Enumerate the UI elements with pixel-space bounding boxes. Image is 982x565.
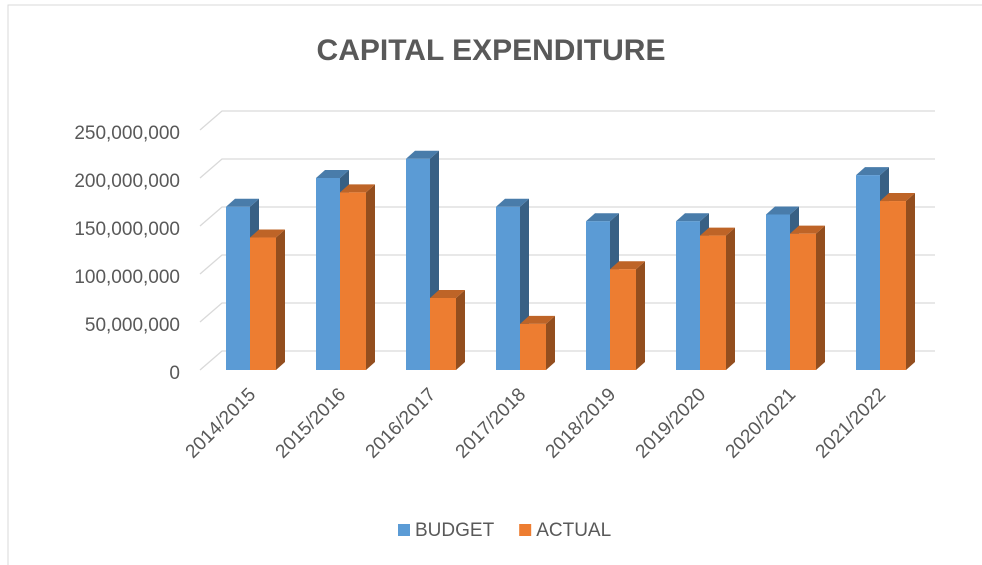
- bar-top: [520, 315, 555, 324]
- bar-side: [366, 184, 375, 370]
- legend-swatch: [519, 524, 532, 536]
- bar-side: [546, 315, 555, 370]
- bar-top: [700, 227, 735, 236]
- bar: [340, 192, 366, 370]
- bar: [766, 214, 790, 370]
- bar-top: [406, 150, 439, 159]
- bar-top: [766, 206, 799, 215]
- bar-side: [906, 193, 915, 370]
- bar: [430, 298, 456, 370]
- bar-top: [496, 198, 529, 207]
- legend-label: ACTUAL: [536, 520, 611, 541]
- bar: [790, 233, 816, 370]
- grid-line: [199, 206, 935, 227]
- grid-line: [199, 110, 935, 131]
- bar: [610, 269, 636, 370]
- bar: [316, 178, 340, 370]
- bar: [676, 221, 700, 370]
- bar-top: [856, 167, 889, 176]
- bar-top: [790, 225, 825, 234]
- bar-top: [340, 184, 375, 193]
- bar-top: [226, 198, 259, 207]
- bar-top: [880, 193, 915, 202]
- y-tick-label: 200,000,000: [74, 171, 180, 192]
- bar: [250, 237, 276, 370]
- bar-top: [610, 261, 645, 270]
- bar-top: [586, 213, 619, 222]
- y-tick-label: 250,000,000: [74, 123, 180, 144]
- bar: [586, 221, 610, 370]
- bar: [226, 206, 250, 370]
- bar-side: [276, 229, 285, 370]
- bar: [856, 175, 880, 370]
- chart-title: CAPITAL EXPENDITURE: [317, 34, 666, 67]
- legend-swatch: [398, 524, 410, 536]
- bar: [700, 235, 726, 370]
- bar: [520, 323, 546, 370]
- bar: [880, 201, 906, 370]
- y-tick-label: 50,000,000: [85, 315, 180, 336]
- bar: [406, 158, 430, 370]
- bar-top: [676, 213, 709, 222]
- bar-side: [636, 261, 645, 370]
- bar-top: [430, 290, 465, 298]
- y-tick-label: 0: [169, 363, 180, 384]
- bar-top: [316, 170, 349, 178]
- grid-line: [199, 158, 935, 179]
- bar: [496, 206, 520, 370]
- y-tick-label: 100,000,000: [74, 267, 180, 288]
- bar-top: [250, 229, 285, 238]
- bar-side: [816, 225, 825, 370]
- legend-label: BUDGET: [415, 520, 495, 541]
- y-tick-label: 150,000,000: [74, 219, 180, 240]
- bar-side: [456, 290, 465, 370]
- bar-side: [726, 227, 735, 370]
